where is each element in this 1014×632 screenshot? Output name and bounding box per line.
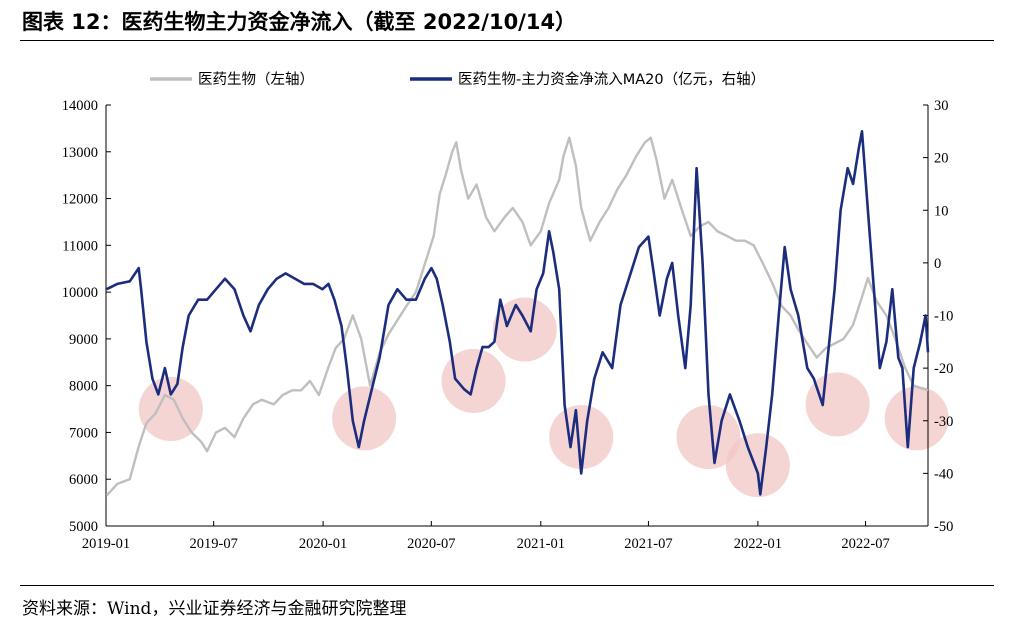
legend-label-left-series: 医药生物（左轴） bbox=[198, 71, 314, 88]
x-tick-label: 2019-07 bbox=[189, 536, 237, 552]
highlight-circles bbox=[138, 297, 949, 498]
legend: 医药生物（左轴） 医药生物-主力资金净流入MA20（亿元，右轴） bbox=[150, 71, 765, 88]
chart-title: 图表 12：医药生物主力资金净流入（截至 2022/10/14） bbox=[22, 10, 577, 34]
x-tick-label: 2021-07 bbox=[624, 536, 672, 552]
axes: 5000 6000 7000 8000 9000 10000 11000 12000 13000… bbox=[62, 98, 954, 552]
left-y-tick-label: 11000 bbox=[62, 238, 98, 254]
x-tick-label: 2021-01 bbox=[517, 536, 565, 552]
left-y-tick-label: 13000 bbox=[62, 145, 98, 161]
left-y-tick-label: 8000 bbox=[69, 379, 98, 395]
left-y-tick-label: 5000 bbox=[69, 519, 98, 535]
left-y-tick-label: 6000 bbox=[69, 472, 98, 488]
right-y-tick-label: 10 bbox=[934, 203, 949, 219]
highlight-circle bbox=[725, 433, 790, 498]
right-y-tick-label: 30 bbox=[934, 98, 949, 114]
left-y-tick-label: 7000 bbox=[69, 425, 98, 441]
right-y-tick-label: 20 bbox=[934, 151, 949, 167]
x-tick-label: 2019-01 bbox=[82, 536, 130, 552]
bottom-rule bbox=[20, 585, 994, 586]
x-tick-label: 2020-01 bbox=[299, 536, 347, 552]
right-y-tick-label: -30 bbox=[934, 414, 953, 430]
highlight-circle bbox=[676, 405, 741, 470]
series-line-left bbox=[105, 136, 929, 497]
right-y-tick-label: 0 bbox=[934, 256, 941, 272]
highlight-circle bbox=[805, 372, 870, 437]
left-y-tick-label: 12000 bbox=[62, 192, 98, 208]
series-lines bbox=[105, 130, 930, 497]
highlight-circle bbox=[492, 297, 557, 362]
legend-label-right-series: 医药生物-主力资金净流入MA20（亿元，右轴） bbox=[458, 71, 765, 88]
right-y-tick-label: -10 bbox=[934, 309, 953, 325]
source-note: 资料来源：Wind，兴业证券经济与金融研究院整理 bbox=[22, 599, 407, 619]
series-line-right bbox=[106, 130, 930, 496]
x-tick-label: 2022-07 bbox=[841, 536, 889, 552]
highlight-circle bbox=[549, 405, 614, 470]
left-y-tick-label: 10000 bbox=[62, 285, 98, 301]
left-y-tick-label: 14000 bbox=[62, 98, 98, 114]
x-tick-label: 2020-07 bbox=[407, 536, 455, 552]
right-y-tick-label: -50 bbox=[934, 519, 953, 535]
top-rule bbox=[20, 40, 994, 41]
left-y-tick-label: 9000 bbox=[69, 332, 98, 348]
highlight-circle bbox=[884, 386, 949, 451]
highlight-circle bbox=[138, 377, 203, 442]
right-y-tick-label: -40 bbox=[934, 466, 953, 482]
x-tick-label: 2022-01 bbox=[734, 536, 782, 552]
right-y-tick-label: -20 bbox=[934, 361, 953, 377]
